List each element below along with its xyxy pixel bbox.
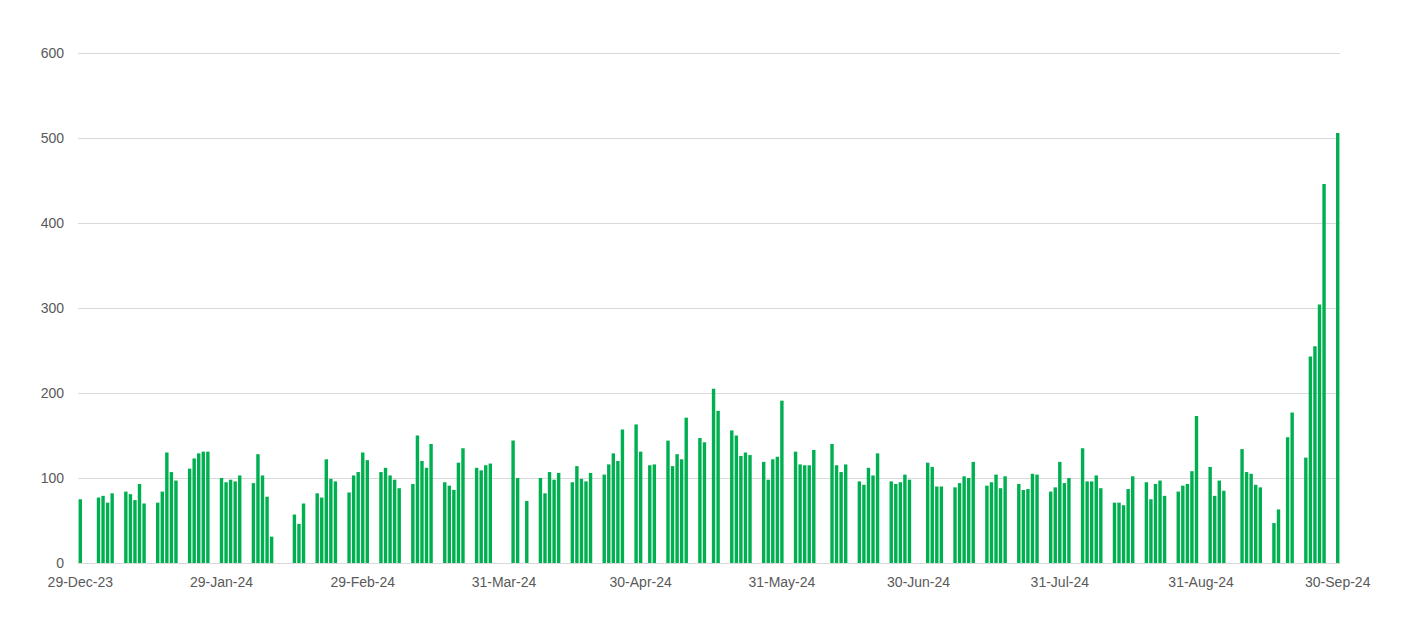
svg-text:200: 200	[41, 385, 65, 401]
svg-text:31-Mar-24: 31-Mar-24	[472, 574, 537, 590]
svg-text:29-Jan-24: 29-Jan-24	[190, 574, 253, 590]
svg-text:400: 400	[41, 215, 65, 231]
svg-text:600: 600	[41, 45, 65, 61]
svg-text:29-Feb-24: 29-Feb-24	[330, 574, 395, 590]
svg-text:31-Jul-24: 31-Jul-24	[1031, 574, 1090, 590]
svg-text:300: 300	[41, 300, 65, 316]
svg-text:100: 100	[41, 470, 65, 486]
svg-text:500: 500	[41, 130, 65, 146]
svg-text:30-Jun-24: 30-Jun-24	[887, 574, 950, 590]
svg-text:0: 0	[56, 555, 64, 571]
svg-text:30-Apr-24: 30-Apr-24	[610, 574, 672, 590]
svg-text:30-Sep-24: 30-Sep-24	[1305, 574, 1371, 590]
svg-text:29-Dec-23: 29-Dec-23	[48, 574, 114, 590]
svg-text:31-Aug-24: 31-Aug-24	[1168, 574, 1234, 590]
svg-text:31-May-24: 31-May-24	[748, 574, 815, 590]
